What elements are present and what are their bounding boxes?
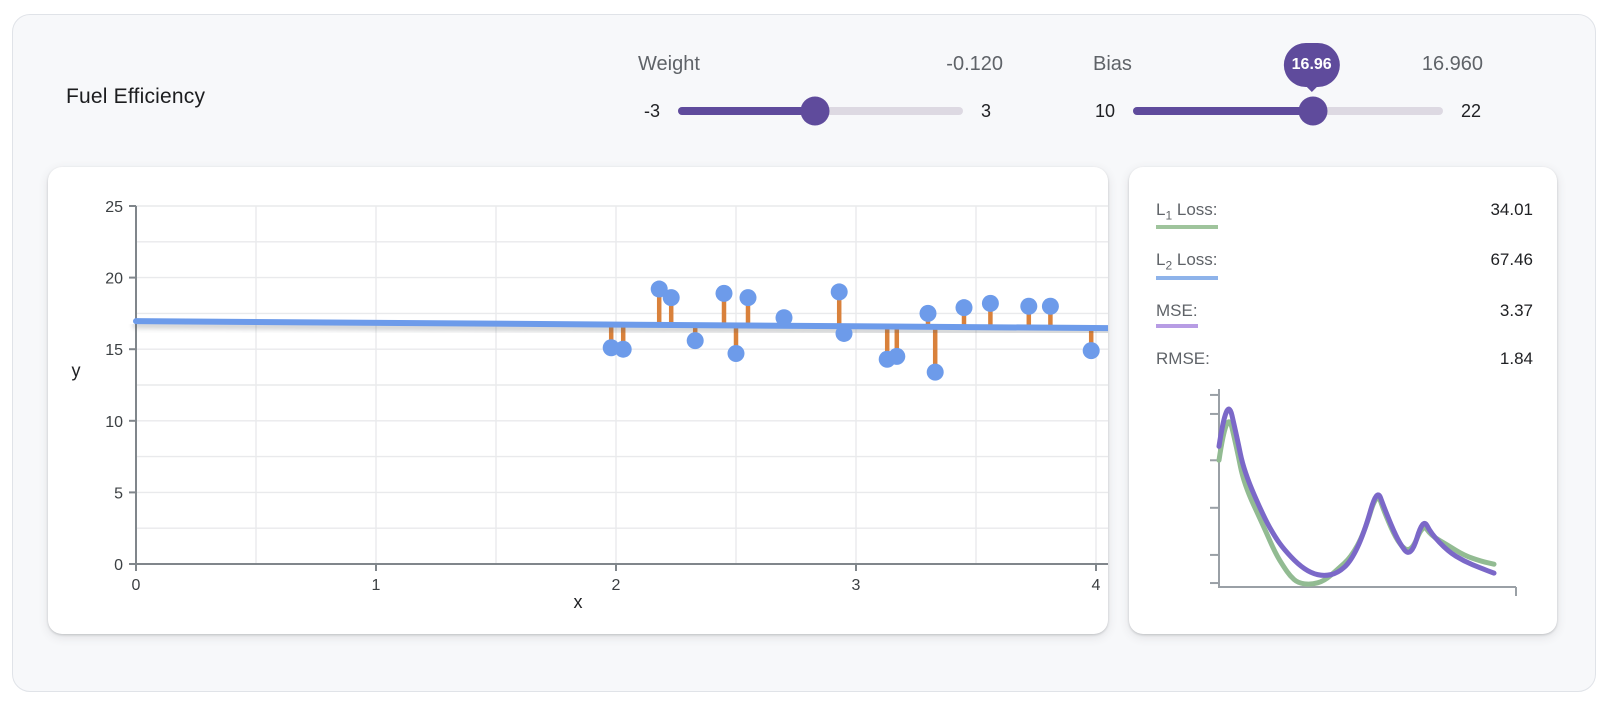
mse-value: 3.37 bbox=[1499, 300, 1533, 320]
weight-min-label: -3 bbox=[643, 100, 660, 121]
loss-panel-card: L1 Loss: 34.01 L2 Loss: 67.46 MSE: 3.37 … bbox=[1129, 167, 1557, 634]
bias-slider-fill bbox=[1133, 107, 1313, 115]
bias-max-label: 22 bbox=[1461, 100, 1482, 121]
l2-loss-value: 67.46 bbox=[1490, 250, 1533, 270]
svg-text:4: 4 bbox=[1092, 577, 1101, 594]
regression-chart-card: 0 1 2 3 4 0 5 10 15 20 25 x y bbox=[48, 167, 1108, 634]
mse-row: MSE: 3.37 bbox=[1156, 301, 1533, 328]
svg-text:5: 5 bbox=[114, 485, 123, 502]
svg-text:2: 2 bbox=[612, 577, 621, 594]
rmse-value: 1.84 bbox=[1499, 348, 1533, 368]
weight-label: Weight bbox=[638, 53, 700, 75]
weight-slider-thumb[interactable] bbox=[800, 96, 830, 126]
svg-text:15: 15 bbox=[105, 342, 123, 359]
content-row: 0 1 2 3 4 0 5 10 15 20 25 x y L1 Loss: 34.01 L2 Loss… bbox=[48, 167, 1557, 634]
regression-plot: 0 1 2 3 4 0 5 10 15 20 25 x y bbox=[72, 199, 1108, 612]
svg-text:y: y bbox=[72, 361, 81, 381]
bias-slider-thumb[interactable] bbox=[1298, 96, 1328, 126]
svg-text:0: 0 bbox=[132, 577, 141, 594]
svg-text:1: 1 bbox=[372, 577, 381, 594]
l2-loss-label: L2 Loss: bbox=[1156, 250, 1218, 280]
loss-curve-chart bbox=[1210, 389, 1517, 596]
loss-rows: L1 Loss: 34.01 L2 Loss: 67.46 MSE: 3.37 … bbox=[1156, 200, 1533, 397]
weight-control: Weight -0.120 -3 3 bbox=[638, 53, 1003, 126]
rmse-row: RMSE: 1.84 bbox=[1156, 349, 1533, 376]
svg-text:20: 20 bbox=[105, 271, 123, 288]
weight-slider-fill bbox=[678, 107, 815, 115]
l2-loss-row: L2 Loss: 67.46 bbox=[1156, 250, 1533, 280]
bias-min-label: 10 bbox=[1094, 100, 1115, 121]
svg-text:10: 10 bbox=[105, 414, 123, 431]
bias-value-bubble: 16.96 bbox=[1283, 43, 1340, 87]
parameter-controls: Weight -0.120 -3 3 Bias 16.960 10 bbox=[638, 43, 1483, 126]
svg-text:x: x bbox=[574, 592, 583, 612]
bias-slider[interactable]: 16.96 bbox=[1133, 43, 1443, 126]
weight-max-label: 3 bbox=[981, 100, 992, 121]
l1-loss-value: 34.01 bbox=[1490, 200, 1533, 219]
bias-label: Bias bbox=[1093, 53, 1132, 75]
svg-text:3: 3 bbox=[852, 577, 861, 594]
svg-text:25: 25 bbox=[105, 199, 123, 216]
mse-label: MSE: bbox=[1156, 301, 1198, 328]
weight-value: -0.120 bbox=[946, 53, 1003, 75]
weight-slider[interactable] bbox=[678, 96, 963, 126]
bias-control: Bias 16.960 10 16.96 22 bbox=[1093, 43, 1483, 126]
l1-loss-label: L1 Loss: bbox=[1156, 200, 1218, 230]
bias-value: 16.960 bbox=[1421, 53, 1483, 75]
page-title: Fuel Efficiency bbox=[66, 85, 206, 108]
svg-text:0: 0 bbox=[114, 557, 123, 574]
rmse-label: RMSE: bbox=[1156, 348, 1210, 368]
l1-loss-row: L1 Loss: 34.01 bbox=[1156, 200, 1533, 230]
app-container: Fuel Efficiency Weight -0.120 -3 3 Bias … bbox=[12, 14, 1596, 692]
